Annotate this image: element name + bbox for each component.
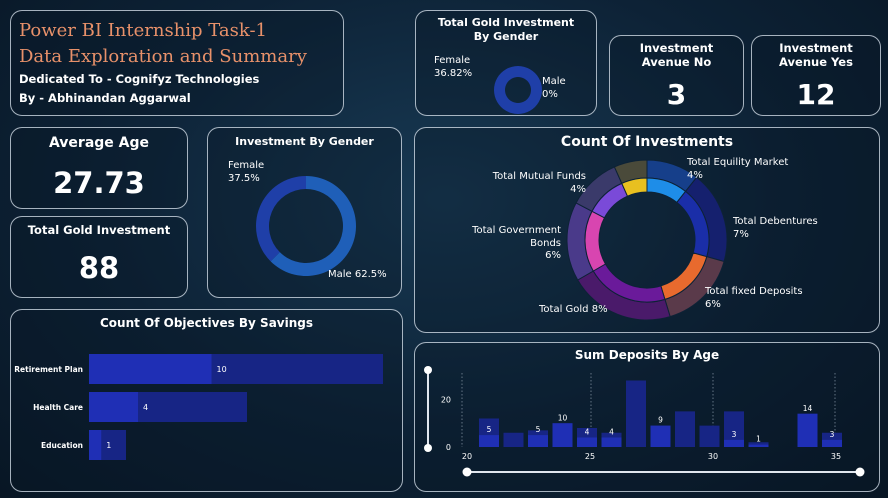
gold-by-gender-chart xyxy=(493,66,542,115)
average-age-value: 27.73 xyxy=(53,166,145,200)
gold-by-gender-card: Total Gold Investment By Gender Female 36… xyxy=(415,10,597,116)
deposits-bar-0 xyxy=(479,435,499,447)
average-age-card: Average Age 27.73 xyxy=(10,127,188,209)
deposits-bar-3 xyxy=(552,423,573,447)
gold-female-label: Female 36.82% xyxy=(434,55,473,79)
sum-deposits-card: Sum Deposits By Age 0 20 5 5 10 4 4 9 3 1 14 3 20 25 3… xyxy=(414,342,880,492)
ci-inner-slice-6 xyxy=(621,177,648,197)
avenue-yes-card: Investment Avenue Yes 12 xyxy=(751,35,881,116)
deposits-bar-bg-1 xyxy=(503,432,524,447)
avenue-yes-label: Investment Avenue Yes xyxy=(779,41,853,70)
deposits-bar-4 xyxy=(577,437,597,447)
deposits-value-label: 3 xyxy=(830,430,835,439)
x-range-slider-handle-right xyxy=(855,467,865,477)
investment-by-gender-chart xyxy=(256,176,356,276)
deposits-value-label: 5 xyxy=(536,425,541,434)
y-tick-label: 20 xyxy=(441,396,451,405)
investment-by-gender-title: Investment By Gender xyxy=(235,135,374,148)
y-range-slider-handle-bottom xyxy=(424,444,432,452)
deposits-value-label: 4 xyxy=(609,428,614,437)
deposits-bar-7 xyxy=(650,425,671,447)
objectives-chart: Retirement Plan 10 Health Care 4 Education 1 xyxy=(14,354,383,460)
avenue-no-card: Investment Avenue No 3 xyxy=(609,35,744,116)
objectives-value-label: 1 xyxy=(106,441,111,450)
avenue-yes-value: 12 xyxy=(796,78,836,111)
ci-label-government-bonds: Total Government Bonds 6% xyxy=(472,225,561,261)
objectives-title: Count Of Objectives By Savings xyxy=(99,316,314,330)
deposits-value-label: 9 xyxy=(658,416,663,425)
deposits-value-label: 3 xyxy=(732,430,737,439)
average-age-label: Average Age xyxy=(48,135,150,151)
deposits-bar-2 xyxy=(528,435,548,447)
deposits-bar-bg-8 xyxy=(675,411,695,447)
deposits-bar-bg-9 xyxy=(699,425,720,447)
ig-slice-0 xyxy=(256,176,306,262)
avenue-no-value: 3 xyxy=(666,78,687,111)
x-tick-label: 20 xyxy=(462,452,472,461)
objectives-value-label: 10 xyxy=(217,365,227,374)
total-gold-value: 88 xyxy=(78,251,120,285)
x-tick-label: 30 xyxy=(708,452,718,461)
report-title-line1: Power BI Internship Task-1 xyxy=(19,20,267,41)
gold-male-label: Male 0% xyxy=(542,76,566,100)
ci-label-mutual-funds: Total Mutual Funds 4% xyxy=(492,171,586,195)
gold-by-gender-title: Total Gold Investment By Gender xyxy=(437,16,575,44)
ig-female-label: Female 37.5% xyxy=(228,160,265,184)
x-tick-label: 25 xyxy=(585,452,595,461)
deposits-value-label: 10 xyxy=(558,413,568,422)
count-of-investments-chart xyxy=(566,159,728,321)
deposits-value-label: 4 xyxy=(585,428,590,437)
deposits-bar-11 xyxy=(748,444,769,447)
x-tick-label: 35 xyxy=(831,452,841,461)
report-title-line2: Data Exploration and Summary xyxy=(19,46,307,67)
header-card: Power BI Internship Task-1 Data Explorat… xyxy=(10,10,344,116)
deposits-bar-bg-10 xyxy=(724,411,744,447)
total-gold-label: Total Gold Investment xyxy=(27,223,171,237)
deposits-bar-10 xyxy=(724,439,744,447)
objectives-category-label: Retirement Plan xyxy=(14,365,83,374)
objectives-bar-1 xyxy=(89,392,138,422)
objectives-category-label: Education xyxy=(41,441,83,450)
author-text: By - Abhinandan Aggarwal xyxy=(19,91,191,105)
ig-slice-1 xyxy=(270,176,356,276)
sum-deposits-chart: 0 20 5 5 10 4 4 9 3 1 14 3 20 25 30 35 xyxy=(424,366,865,477)
x-range-slider-handle-left xyxy=(462,467,472,477)
objectives-by-savings-card: Count Of Objectives By Savings Retiremen… xyxy=(10,309,403,492)
objectives-bar-2 xyxy=(89,430,102,460)
ci-label-debentures: Total Debentures 7% xyxy=(733,216,818,240)
investment-by-gender-card: Investment By Gender Female 37.5% Male 62… xyxy=(207,127,402,298)
ci-label-fixed-deposits: Total fixed Deposits 6% xyxy=(705,286,803,310)
total-gold-card: Total Gold Investment 88 xyxy=(10,216,188,298)
ig-male-label: Male 62.5% xyxy=(328,269,387,280)
objectives-category-label: Health Care xyxy=(33,403,83,412)
deposits-bar-13 xyxy=(797,413,818,447)
deposits-bar-bg-6 xyxy=(626,380,646,447)
objectives-bar-0 xyxy=(89,354,212,384)
deposits-value-label: 14 xyxy=(803,404,813,413)
ci-label-equility: Total Equility Market 4% xyxy=(687,157,789,181)
objectives-value-label: 4 xyxy=(143,403,148,412)
sum-deposits-title: Sum Deposits By Age xyxy=(574,348,720,362)
avenue-no-label: Investment Avenue No xyxy=(639,41,714,70)
y-tick-label: 0 xyxy=(446,443,451,452)
deposits-bar-14 xyxy=(822,439,842,447)
y-range-slider-handle-top xyxy=(424,366,432,374)
count-of-investments-card: Count Of Investments Total Equility Mark… xyxy=(414,127,880,333)
deposits-value-label: 1 xyxy=(756,435,761,444)
deposits-bar-5 xyxy=(601,437,622,447)
gold-slice-0 xyxy=(493,66,542,115)
count-of-investments-title: Count Of Investments xyxy=(560,134,734,150)
dedicated-to-text: Dedicated To - Cognifyz Technologies xyxy=(19,72,260,86)
ci-label-gold: Total Gold 8% xyxy=(539,304,608,315)
deposits-value-label: 5 xyxy=(487,425,492,434)
